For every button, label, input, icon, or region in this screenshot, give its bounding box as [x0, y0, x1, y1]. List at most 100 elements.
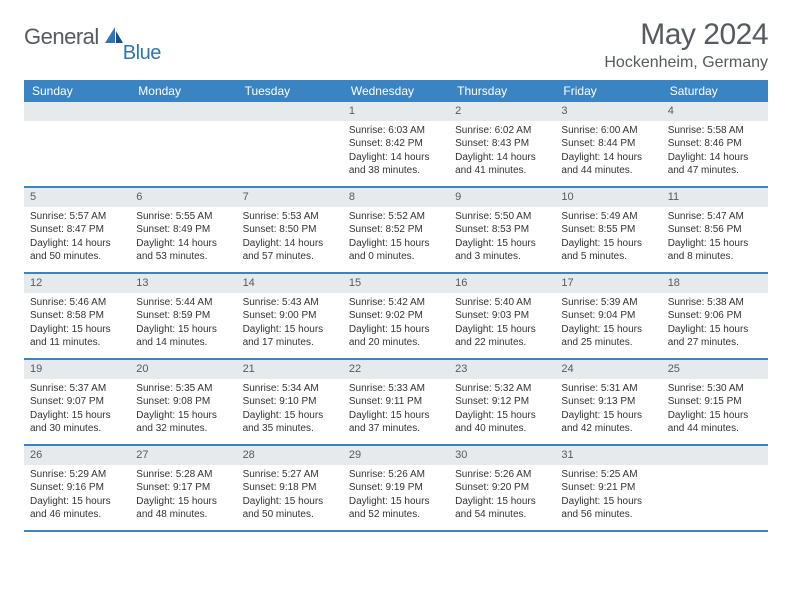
calendar-grid: SundayMondayTuesdayWednesdayThursdayFrid…	[24, 80, 768, 532]
daylight-text: Daylight: 15 hours and 50 minutes.	[243, 495, 337, 522]
day-cell	[24, 102, 130, 186]
week-row: 19Sunrise: 5:37 AMSunset: 9:07 PMDayligh…	[24, 360, 768, 446]
daylight-text: Daylight: 15 hours and 44 minutes.	[668, 409, 762, 436]
day-details: Sunrise: 5:30 AMSunset: 9:15 PMDaylight:…	[662, 379, 768, 440]
daylight-text: Daylight: 15 hours and 42 minutes.	[561, 409, 655, 436]
sunrise-text: Sunrise: 5:39 AM	[561, 296, 655, 310]
day-number: 25	[662, 360, 768, 379]
day-cell: 21Sunrise: 5:34 AMSunset: 9:10 PMDayligh…	[237, 360, 343, 444]
day-details: Sunrise: 5:44 AMSunset: 8:59 PMDaylight:…	[130, 293, 236, 354]
day-cell: 5Sunrise: 5:57 AMSunset: 8:47 PMDaylight…	[24, 188, 130, 272]
sunset-text: Sunset: 8:43 PM	[455, 137, 549, 151]
daylight-text: Daylight: 15 hours and 5 minutes.	[561, 237, 655, 264]
week-row: 1Sunrise: 6:03 AMSunset: 8:42 PMDaylight…	[24, 102, 768, 188]
daylight-text: Daylight: 15 hours and 14 minutes.	[136, 323, 230, 350]
brand-logo: General Blue	[24, 18, 167, 50]
sunset-text: Sunset: 9:20 PM	[455, 481, 549, 495]
daylight-text: Daylight: 14 hours and 41 minutes.	[455, 151, 549, 178]
day-details: Sunrise: 5:31 AMSunset: 9:13 PMDaylight:…	[555, 379, 661, 440]
brand-name-part1: General	[24, 24, 99, 50]
sunset-text: Sunset: 8:59 PM	[136, 309, 230, 323]
day-number: 12	[24, 274, 130, 293]
daylight-text: Daylight: 14 hours and 38 minutes.	[349, 151, 443, 178]
day-cell: 29Sunrise: 5:26 AMSunset: 9:19 PMDayligh…	[343, 446, 449, 530]
sunset-text: Sunset: 9:11 PM	[349, 395, 443, 409]
sunset-text: Sunset: 9:04 PM	[561, 309, 655, 323]
day-number: 19	[24, 360, 130, 379]
day-cell: 14Sunrise: 5:43 AMSunset: 9:00 PMDayligh…	[237, 274, 343, 358]
sunrise-text: Sunrise: 5:30 AM	[668, 382, 762, 396]
sunset-text: Sunset: 9:10 PM	[243, 395, 337, 409]
day-details: Sunrise: 5:49 AMSunset: 8:55 PMDaylight:…	[555, 207, 661, 268]
sunset-text: Sunset: 9:06 PM	[668, 309, 762, 323]
sunrise-text: Sunrise: 5:32 AM	[455, 382, 549, 396]
sunset-text: Sunset: 9:13 PM	[561, 395, 655, 409]
day-cell: 28Sunrise: 5:27 AMSunset: 9:18 PMDayligh…	[237, 446, 343, 530]
day-number: 20	[130, 360, 236, 379]
day-header-cell: Tuesday	[237, 80, 343, 102]
day-details: Sunrise: 5:42 AMSunset: 9:02 PMDaylight:…	[343, 293, 449, 354]
sunset-text: Sunset: 8:50 PM	[243, 223, 337, 237]
day-details: Sunrise: 6:03 AMSunset: 8:42 PMDaylight:…	[343, 121, 449, 182]
calendar-page: General Blue May 2024 Hockenheim, German…	[0, 0, 792, 532]
sunrise-text: Sunrise: 5:26 AM	[349, 468, 443, 482]
daylight-text: Daylight: 15 hours and 0 minutes.	[349, 237, 443, 264]
sunrise-text: Sunrise: 5:26 AM	[455, 468, 549, 482]
daylight-text: Daylight: 15 hours and 35 minutes.	[243, 409, 337, 436]
daylight-text: Daylight: 15 hours and 30 minutes.	[30, 409, 124, 436]
week-row: 12Sunrise: 5:46 AMSunset: 8:58 PMDayligh…	[24, 274, 768, 360]
day-cell: 23Sunrise: 5:32 AMSunset: 9:12 PMDayligh…	[449, 360, 555, 444]
sunset-text: Sunset: 8:49 PM	[136, 223, 230, 237]
day-cell: 11Sunrise: 5:47 AMSunset: 8:56 PMDayligh…	[662, 188, 768, 272]
day-cell: 13Sunrise: 5:44 AMSunset: 8:59 PMDayligh…	[130, 274, 236, 358]
daylight-text: Daylight: 15 hours and 54 minutes.	[455, 495, 549, 522]
day-cell: 12Sunrise: 5:46 AMSunset: 8:58 PMDayligh…	[24, 274, 130, 358]
day-number: 10	[555, 188, 661, 207]
daylight-text: Daylight: 15 hours and 56 minutes.	[561, 495, 655, 522]
sunset-text: Sunset: 9:15 PM	[668, 395, 762, 409]
sunrise-text: Sunrise: 5:53 AM	[243, 210, 337, 224]
sunrise-text: Sunrise: 5:33 AM	[349, 382, 443, 396]
day-number: 30	[449, 446, 555, 465]
sunrise-text: Sunrise: 5:28 AM	[136, 468, 230, 482]
day-number: 21	[237, 360, 343, 379]
day-number	[662, 446, 768, 465]
daylight-text: Daylight: 14 hours and 47 minutes.	[668, 151, 762, 178]
day-number: 6	[130, 188, 236, 207]
sunrise-text: Sunrise: 5:31 AM	[561, 382, 655, 396]
day-details: Sunrise: 5:53 AMSunset: 8:50 PMDaylight:…	[237, 207, 343, 268]
day-details: Sunrise: 5:40 AMSunset: 9:03 PMDaylight:…	[449, 293, 555, 354]
sunrise-text: Sunrise: 5:55 AM	[136, 210, 230, 224]
sunset-text: Sunset: 9:18 PM	[243, 481, 337, 495]
day-number: 15	[343, 274, 449, 293]
day-cell	[662, 446, 768, 530]
day-cell: 27Sunrise: 5:28 AMSunset: 9:17 PMDayligh…	[130, 446, 236, 530]
day-number: 14	[237, 274, 343, 293]
day-details: Sunrise: 5:25 AMSunset: 9:21 PMDaylight:…	[555, 465, 661, 526]
weeks-container: 1Sunrise: 6:03 AMSunset: 8:42 PMDaylight…	[24, 102, 768, 532]
day-number: 3	[555, 102, 661, 121]
day-number: 18	[662, 274, 768, 293]
daylight-text: Daylight: 15 hours and 17 minutes.	[243, 323, 337, 350]
sunrise-text: Sunrise: 5:35 AM	[136, 382, 230, 396]
sunrise-text: Sunrise: 6:00 AM	[561, 124, 655, 138]
day-number: 17	[555, 274, 661, 293]
sunrise-text: Sunrise: 5:57 AM	[30, 210, 124, 224]
sunrise-text: Sunrise: 5:50 AM	[455, 210, 549, 224]
day-cell: 19Sunrise: 5:37 AMSunset: 9:07 PMDayligh…	[24, 360, 130, 444]
day-details: Sunrise: 5:27 AMSunset: 9:18 PMDaylight:…	[237, 465, 343, 526]
day-cell: 7Sunrise: 5:53 AMSunset: 8:50 PMDaylight…	[237, 188, 343, 272]
sunrise-text: Sunrise: 6:02 AM	[455, 124, 549, 138]
day-details: Sunrise: 5:50 AMSunset: 8:53 PMDaylight:…	[449, 207, 555, 268]
sunrise-text: Sunrise: 5:34 AM	[243, 382, 337, 396]
day-header-cell: Monday	[130, 80, 236, 102]
sunset-text: Sunset: 9:16 PM	[30, 481, 124, 495]
day-number: 2	[449, 102, 555, 121]
day-header-cell: Saturday	[662, 80, 768, 102]
sunset-text: Sunset: 8:52 PM	[349, 223, 443, 237]
sunset-text: Sunset: 8:47 PM	[30, 223, 124, 237]
day-details: Sunrise: 5:52 AMSunset: 8:52 PMDaylight:…	[343, 207, 449, 268]
day-details: Sunrise: 5:35 AMSunset: 9:08 PMDaylight:…	[130, 379, 236, 440]
location-label: Hockenheim, Germany	[604, 54, 768, 72]
day-details: Sunrise: 5:34 AMSunset: 9:10 PMDaylight:…	[237, 379, 343, 440]
